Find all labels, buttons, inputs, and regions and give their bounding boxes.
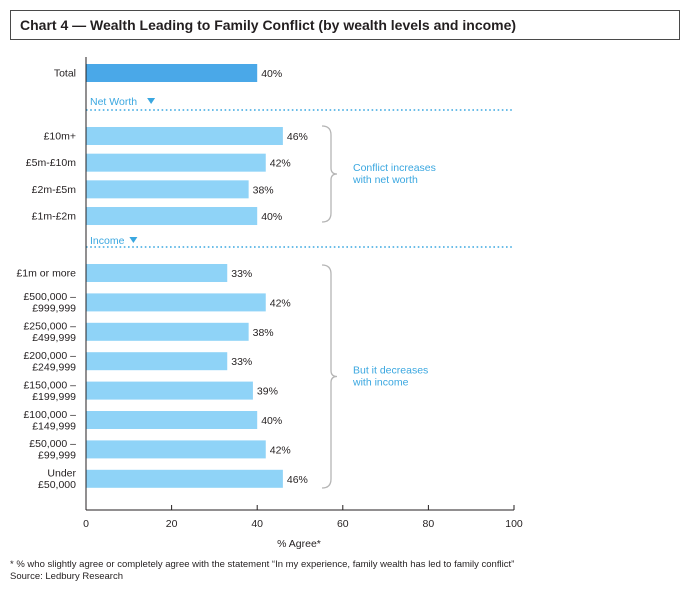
- category-label: £1m-£2m: [32, 211, 77, 223]
- data-value-label: 33%: [231, 356, 252, 368]
- data-bar: [86, 411, 258, 429]
- category-label: £2m-£5m: [32, 184, 77, 196]
- data-value-label: 38%: [253, 327, 274, 339]
- total-bar: [86, 64, 258, 82]
- data-bar: [86, 127, 283, 145]
- x-tick-label: 0: [83, 518, 89, 530]
- category-label: £1m or more: [16, 268, 76, 280]
- data-value-label: 40%: [261, 211, 282, 223]
- data-bar: [86, 322, 249, 341]
- group-bracket: [321, 125, 338, 223]
- x-tick-label: 40: [251, 518, 263, 530]
- triangle-down-icon: [147, 98, 156, 104]
- category-label: Under £50,000: [38, 468, 76, 492]
- triangle-down-icon: [129, 237, 138, 243]
- group-bracket: [321, 264, 338, 489]
- data-value-label: 46%: [287, 474, 308, 486]
- data-value-label: 33%: [231, 268, 252, 280]
- x-tick-label: 80: [423, 518, 435, 530]
- category-label: £150,000 – £199,999: [23, 379, 76, 403]
- x-axis-label: % Agree*: [277, 538, 321, 550]
- data-bar: [86, 180, 249, 199]
- chart-title: Chart 4 — Wealth Leading to Family Confl…: [20, 17, 517, 33]
- data-value-label: 42%: [270, 444, 291, 456]
- x-tick-label: 60: [337, 518, 349, 530]
- source-note: Source: Ledbury Research: [10, 571, 124, 582]
- data-value-label: 46%: [287, 131, 308, 143]
- group-header: Income: [90, 235, 125, 247]
- total-value-label: 40%: [261, 68, 282, 80]
- data-value-label: 38%: [253, 184, 274, 196]
- footnote: * % who slightly agree or completely agr…: [10, 559, 515, 570]
- group-annotation: But it decreases: [353, 365, 428, 377]
- data-bar: [86, 469, 283, 488]
- data-bar: [86, 352, 228, 371]
- category-label: £5m-£10m: [26, 157, 76, 169]
- category-label: £100,000 – £149,999: [23, 409, 76, 433]
- category-label: £10m+: [44, 131, 76, 143]
- data-bar: [86, 264, 228, 282]
- data-bar: [86, 153, 266, 172]
- data-bar: [86, 440, 266, 459]
- group-annotation: with income: [352, 377, 409, 389]
- data-bar: [86, 207, 258, 226]
- group-annotation: with net worth: [352, 174, 418, 186]
- data-value-label: 42%: [270, 158, 291, 170]
- data-value-label: 40%: [261, 415, 282, 427]
- category-label: Total: [54, 68, 76, 80]
- category-label: £250,000 – £499,999: [23, 321, 76, 345]
- category-label: £200,000 – £249,999: [23, 350, 76, 374]
- category-label: £50,000 – £99,999: [29, 438, 76, 462]
- data-bar: [86, 293, 266, 312]
- chart-title-box: Chart 4 — Wealth Leading to Family Confl…: [10, 10, 680, 40]
- group-header: Net Worth: [90, 96, 137, 108]
- x-tick-label: 20: [166, 518, 178, 530]
- data-value-label: 39%: [257, 386, 278, 398]
- x-tick-label: 100: [505, 518, 523, 530]
- group-annotation: Conflict increases: [353, 162, 436, 174]
- data-bar: [86, 381, 253, 400]
- data-value-label: 42%: [270, 297, 291, 309]
- category-label: £500,000 – £999,999: [23, 291, 76, 315]
